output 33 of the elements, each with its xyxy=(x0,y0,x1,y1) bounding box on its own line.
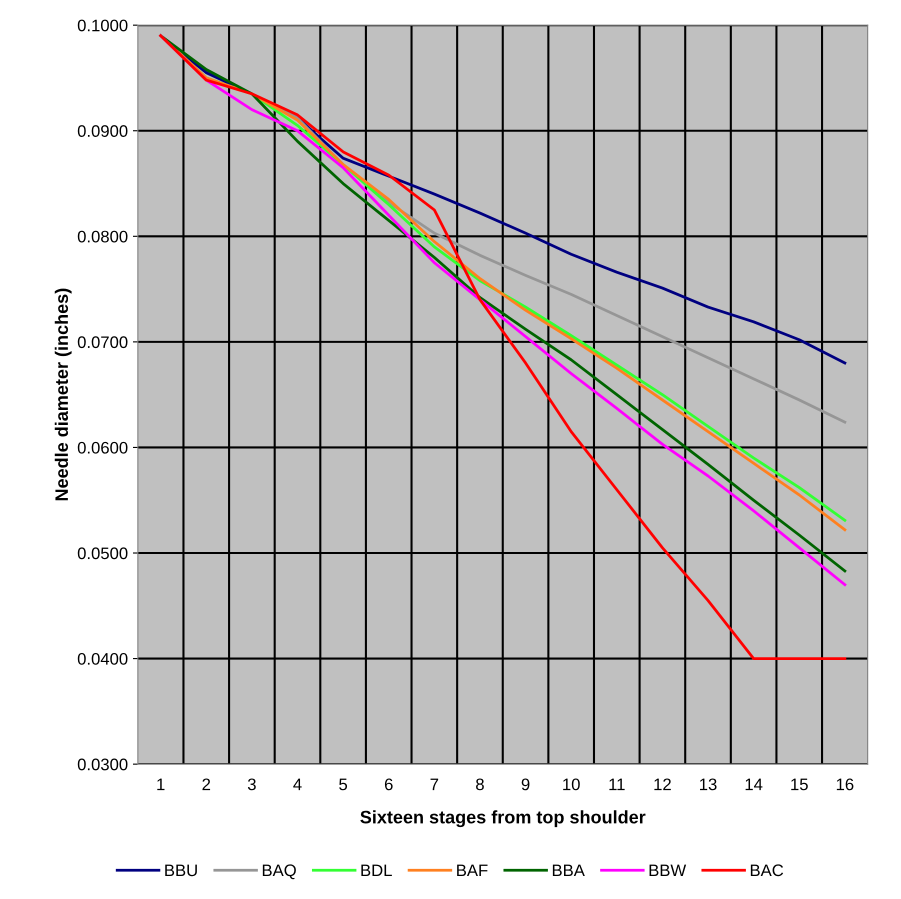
x-tick-label: 4 xyxy=(293,778,302,790)
legend-label: BBA xyxy=(552,864,585,876)
x-tick-label: 11 xyxy=(609,778,625,790)
y-tick-label: 0.0900 xyxy=(78,125,128,137)
x-tick-label: 15 xyxy=(791,778,808,790)
x-tick-label: 3 xyxy=(248,778,256,790)
x-tick-label: 2 xyxy=(202,778,210,790)
x-tick-label: 6 xyxy=(384,778,393,790)
y-axis-title: Needle diameter (inches) xyxy=(54,288,72,500)
y-tick-label: 0.0400 xyxy=(78,652,128,665)
x-tick-label: 8 xyxy=(476,778,484,790)
x-tick-label: 9 xyxy=(522,778,530,790)
x-tick-label: 12 xyxy=(654,778,671,790)
x-tick-label: 7 xyxy=(430,778,438,790)
y-tick-label: 0.0600 xyxy=(78,442,128,454)
y-tick-label: 0.0500 xyxy=(78,547,128,560)
x-tick-label: 13 xyxy=(700,778,717,790)
x-tick-label: 1 xyxy=(157,778,164,790)
legend-label: BAQ xyxy=(262,864,296,880)
legend-label: BAC xyxy=(750,864,784,876)
y-tick-label: 0.0700 xyxy=(78,336,128,348)
x-tick-label: 14 xyxy=(746,778,762,790)
x-axis-title: Sixteen stages from top shoulder xyxy=(360,810,646,828)
legend-label: BBU xyxy=(165,864,197,876)
x-tick-label: 10 xyxy=(563,778,580,790)
y-tick-label: 0.0300 xyxy=(78,758,128,770)
legend-label: BDL xyxy=(361,864,392,876)
legend-label: BAF xyxy=(457,864,488,876)
legend-label: BBW xyxy=(650,864,686,876)
y-tick-label: 0.0800 xyxy=(78,230,128,243)
x-tick-label: 16 xyxy=(836,778,854,790)
y-tick-label: 0.1000 xyxy=(78,20,128,32)
x-tick-label: 5 xyxy=(339,778,348,790)
